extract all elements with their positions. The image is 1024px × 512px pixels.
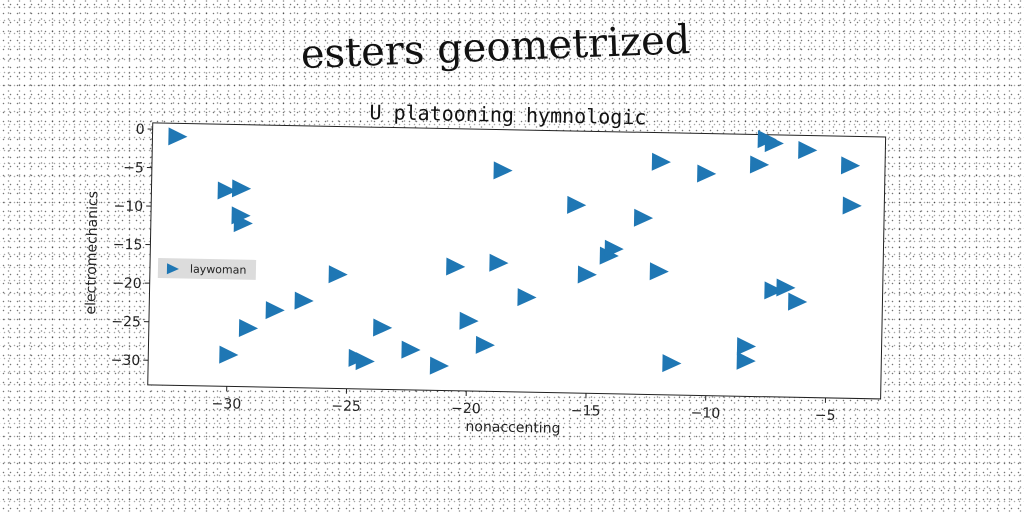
y-tick-label: −20 [112, 275, 142, 292]
data-point [355, 352, 375, 371]
plot-frame [147, 122, 887, 400]
data-point [217, 181, 237, 200]
data-point [489, 253, 509, 272]
x-axis-label: nonaccenting [465, 419, 560, 437]
data-point [231, 179, 252, 198]
y-tick-label: 0 [136, 122, 145, 138]
y-tick-label: −30 [110, 353, 140, 370]
data-point [840, 156, 861, 175]
y-axis-label: electromechanics [83, 191, 101, 315]
x-tick-label: −5 [815, 408, 836, 424]
y-tick-label: −15 [113, 237, 143, 254]
data-point [294, 291, 314, 310]
data-point [633, 208, 654, 227]
data-point [842, 196, 862, 215]
x-tick-label: −15 [571, 403, 601, 420]
data-point [459, 311, 479, 330]
data-point [429, 356, 449, 375]
data-point [219, 345, 239, 364]
data-point [238, 319, 259, 338]
x-tick-label: −10 [690, 405, 720, 422]
y-tick-label: −5 [123, 160, 144, 176]
data-point [736, 337, 757, 356]
data-point [168, 127, 188, 146]
chart-subtitle: U platooning hymnologic [369, 100, 646, 129]
data-point [567, 195, 587, 214]
y-tick-label: −10 [113, 198, 143, 215]
data-point [604, 239, 624, 258]
data-point [764, 134, 784, 153]
data-point [764, 281, 784, 300]
data-point [446, 257, 466, 276]
data-point [265, 301, 285, 320]
x-tick-label: −30 [211, 396, 241, 413]
x-tick-label: −20 [451, 401, 481, 418]
x-axis: −30 −25 −20 −15 −10 −5 [211, 386, 836, 424]
data-point [788, 292, 808, 311]
legend: laywoman [157, 258, 257, 280]
data-point [493, 161, 513, 180]
legend-box [157, 258, 257, 280]
legend-marker-icon [166, 263, 179, 275]
data-point [776, 278, 796, 297]
data-point [649, 262, 669, 281]
data-point [749, 155, 770, 174]
data-point [401, 340, 421, 359]
data-point [233, 214, 253, 233]
y-tick-label: −25 [111, 314, 141, 331]
x-tick-label: −25 [331, 398, 361, 415]
data-point [662, 354, 682, 373]
y-axis: 0 −5 −10 −15 −20 −25 −30 [110, 122, 153, 370]
data-point [697, 164, 717, 183]
data-point [736, 351, 756, 370]
data-points [168, 127, 862, 375]
data-point [577, 265, 597, 284]
data-point [798, 140, 818, 159]
data-point [328, 265, 348, 284]
legend-label: laywoman [190, 263, 247, 277]
data-point [475, 335, 495, 354]
data-point [373, 318, 393, 337]
data-point [517, 288, 537, 307]
data-point [651, 152, 671, 171]
